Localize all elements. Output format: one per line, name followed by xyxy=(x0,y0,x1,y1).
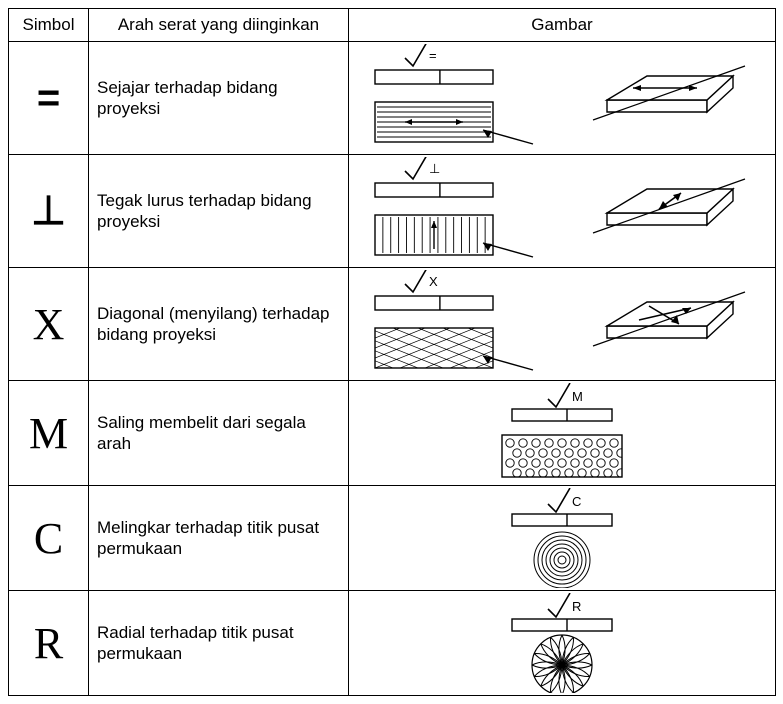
diagram-cell: M xyxy=(349,381,776,486)
description-cell: Radial terhadap titik pusat permukaan xyxy=(89,591,349,696)
symbol-cell: M xyxy=(9,381,89,486)
description-cell: Tegak lurus terhadap bidang proyeksi xyxy=(89,155,349,268)
description-cell: Sejajar terhadap bidang proyeksi xyxy=(89,42,349,155)
table-row: CMelingkar terhadap titik pusat permukaa… xyxy=(9,486,776,591)
header-symbol: Simbol xyxy=(9,9,89,42)
diagram-cell: ⊥ xyxy=(349,155,776,268)
svg-text:X: X xyxy=(429,274,438,289)
diagram-cell: C xyxy=(349,486,776,591)
symbol-cell: = xyxy=(9,42,89,155)
header-row: Simbol Arah serat yang diinginkan Gambar xyxy=(9,9,776,42)
svg-text:M: M xyxy=(572,389,583,404)
header-image: Gambar xyxy=(349,9,776,42)
table-row: RRadial terhadap titik pusat permukaan R xyxy=(9,591,776,696)
symbol-cell: C xyxy=(9,486,89,591)
description-cell: Saling membelit dari segala arah xyxy=(89,381,349,486)
header-desc: Arah serat yang diinginkan xyxy=(89,9,349,42)
table-row: ⊥Tegak lurus terhadap bidang proyeksi ⊥ xyxy=(9,155,776,268)
svg-text:C: C xyxy=(572,494,581,509)
symbol-cell: ⊥ xyxy=(9,155,89,268)
table-row: XDiagonal (menyilang) terhadap bidang pr… xyxy=(9,268,776,381)
diagram-cell: X xyxy=(349,268,776,381)
svg-text:=: = xyxy=(429,48,437,63)
diagram-cell: = xyxy=(349,42,776,155)
symbol-cell: X xyxy=(9,268,89,381)
description-cell: Diagonal (menyilang) terhadap bidang pro… xyxy=(89,268,349,381)
diagram-cell: R xyxy=(349,591,776,696)
description-cell: Melingkar terhadap titik pusat permukaan xyxy=(89,486,349,591)
svg-text:⊥: ⊥ xyxy=(429,161,440,176)
svg-text:R: R xyxy=(572,599,581,614)
lay-direction-table: Simbol Arah serat yang diinginkan Gambar… xyxy=(8,8,776,696)
table-row: =Sejajar terhadap bidang proyeksi = xyxy=(9,42,776,155)
table-row: MSaling membelit dari segala arah M xyxy=(9,381,776,486)
symbol-cell: R xyxy=(9,591,89,696)
